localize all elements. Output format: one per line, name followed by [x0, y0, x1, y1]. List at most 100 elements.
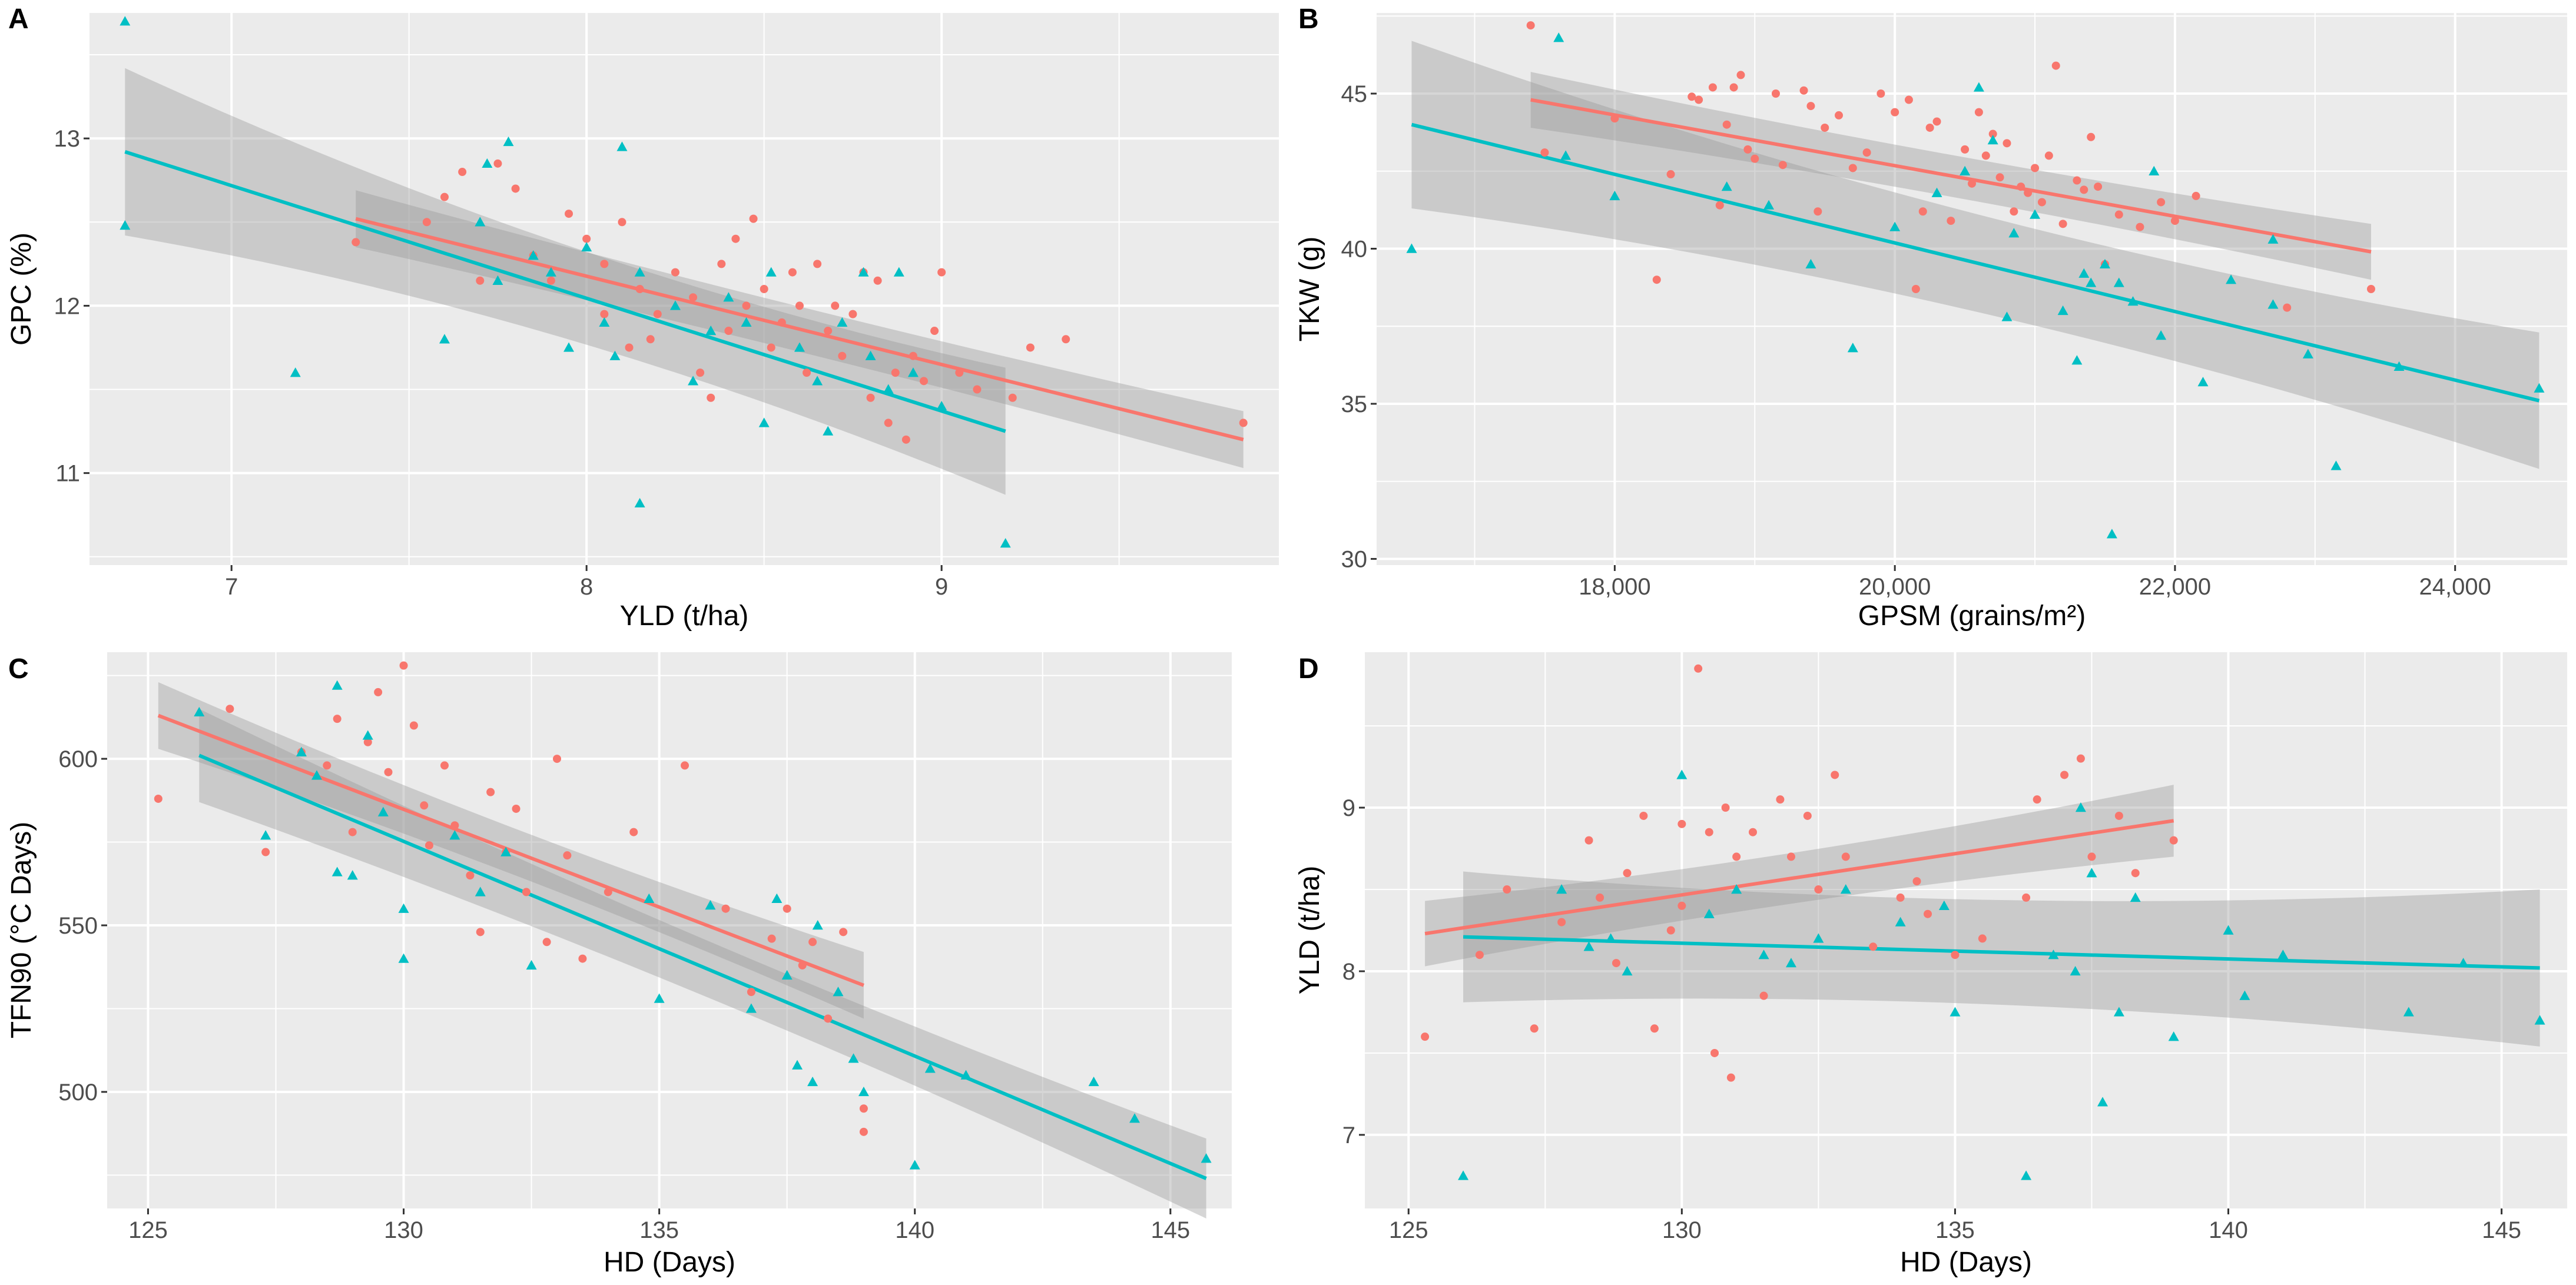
x-tick-label: 140 [895, 1217, 934, 1243]
series_1-point [1749, 828, 1758, 836]
series_1-point [1596, 893, 1604, 902]
series_2-confidence-band [199, 709, 1206, 1218]
panel-c-plot-area [107, 652, 1232, 1208]
series_1-point [671, 268, 679, 277]
x-tick-label: 135 [1935, 1217, 1975, 1243]
series_2-point [331, 680, 343, 690]
series_2-point [1560, 150, 1572, 160]
series_1-point [2169, 836, 2178, 845]
series_1-point [2136, 223, 2144, 231]
series_1-point [2024, 188, 2033, 197]
panel-d-letter: D [1298, 653, 1319, 685]
series_2-point [1763, 200, 1775, 210]
series_2-fit-line [198, 753, 1207, 1180]
series_1-point [2114, 210, 2123, 219]
series_1-point [1708, 83, 1717, 92]
panel-d-x-axis-title: HD (Days) [1900, 1247, 2032, 1278]
series_2-point [2075, 802, 2086, 812]
series_2-point [907, 367, 919, 377]
series_2-point [482, 158, 493, 168]
series_1-point [1722, 120, 1731, 129]
series_1-point [920, 377, 929, 386]
series_2-point [837, 317, 848, 327]
series_1-point [1968, 179, 1976, 188]
series_2-confidence-band [1411, 41, 2539, 469]
series_1-point [450, 821, 459, 830]
series_1-point [425, 841, 433, 850]
series_1-point [1584, 836, 1593, 845]
series_2-point [1731, 884, 1742, 894]
series_2-point [2534, 1015, 2545, 1025]
series_2-point [362, 730, 373, 740]
panel-d-fit-lines [1424, 819, 2540, 970]
series_1-point [1610, 114, 1619, 123]
series_2-confidence-band [1463, 871, 2540, 1047]
series_1-point [323, 761, 331, 770]
series_1-point [866, 393, 875, 402]
series_1-point [333, 715, 342, 723]
series_2-point [1605, 933, 1616, 943]
x-tick-label: 9 [935, 574, 948, 600]
series_2-point [833, 987, 844, 997]
series_2-point [2168, 1031, 2179, 1041]
series_1-point [409, 721, 418, 730]
series_2-point [2277, 949, 2289, 959]
series_1-point [1503, 885, 1511, 894]
series_1-point [798, 961, 807, 969]
series_1-point [1557, 918, 1566, 927]
panel-c-y-axis-title: TFN90 (°C Days) [6, 822, 37, 1039]
series_1-point [1978, 934, 1987, 943]
series_1-point [1776, 795, 1785, 804]
series_2-point [2156, 330, 2167, 340]
series_1-point [1835, 111, 1844, 119]
series_1-point [542, 938, 551, 947]
series_2-point [1201, 1153, 1212, 1163]
series_1-point [1932, 117, 1941, 126]
series_1-point [1786, 852, 1795, 861]
y-tick-label: 500 [58, 1080, 98, 1105]
y-tick-label: 30 [1341, 546, 1368, 572]
series_2-point [1609, 190, 1620, 201]
series_2-point [2097, 1097, 2108, 1107]
series_1-point [2131, 869, 2140, 878]
series_2-point [1973, 82, 1984, 92]
series_1-point [553, 755, 561, 763]
panel-c: C 125 130 135 140 145 500 550 600 HD (Days) TFN… [6, 652, 1232, 1278]
series_1-point [2033, 795, 2041, 804]
y-tick-label: 7 [1342, 1123, 1355, 1148]
panel-a-fit-lines [124, 150, 1244, 441]
series_1-point [1806, 102, 1815, 111]
series_2-point [2197, 377, 2209, 387]
series_1-point [1666, 170, 1675, 179]
series_2-point [1458, 1170, 1469, 1180]
series_2-point [1758, 949, 1769, 959]
series_1-point [767, 343, 775, 352]
series_2-point [563, 342, 575, 352]
panel-b-points [1406, 21, 2545, 539]
series_2-point [1960, 165, 1971, 175]
series_1-point [2087, 852, 2096, 861]
series_2-point [503, 136, 514, 147]
series_1-point [422, 218, 431, 227]
series_2-point [781, 969, 793, 980]
series_2-point [1805, 258, 1816, 269]
series_2-point [1583, 941, 1594, 951]
series_2-point [812, 376, 823, 386]
series_2-point [644, 893, 655, 903]
series_1-point [884, 419, 893, 427]
panel-d: D 125 130 135 140 145 7 8 9 HD (Days) YLD (t/ha… [1294, 652, 2567, 1278]
series_2-point [1703, 908, 1715, 918]
series_1-point [1721, 803, 1730, 812]
series_1-point [653, 310, 662, 318]
x-tick-label: 125 [1389, 1217, 1428, 1243]
series_2-point [1931, 187, 1942, 197]
series_1-point [1530, 1024, 1539, 1033]
series_1-point [1877, 89, 1885, 98]
series_2-point [2001, 311, 2013, 321]
series_1-point [546, 276, 555, 285]
series_1-point [2080, 185, 2088, 194]
series_1-point [955, 368, 964, 377]
series_2-point [705, 900, 716, 910]
series_1-point [2037, 198, 2046, 207]
series_1-point [831, 301, 840, 310]
